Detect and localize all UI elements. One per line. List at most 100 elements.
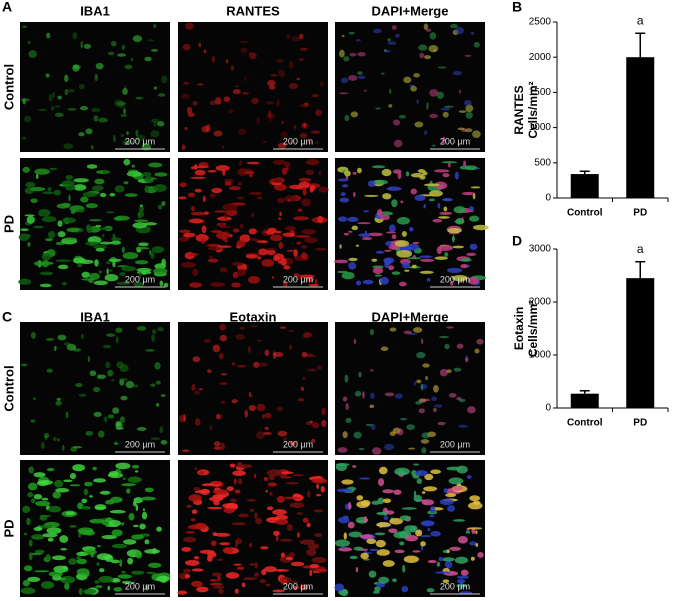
stain	[341, 34, 345, 38]
stain	[135, 96, 144, 100]
stain	[72, 464, 86, 472]
stain	[302, 332, 313, 338]
y-tick-label: 0	[545, 193, 551, 204]
stain	[389, 518, 403, 525]
stain	[293, 272, 300, 277]
stain	[237, 168, 248, 176]
stain	[337, 178, 349, 182]
stain	[464, 128, 473, 133]
stain	[61, 180, 76, 187]
stain	[297, 532, 300, 538]
stain	[306, 522, 311, 528]
stain	[458, 89, 462, 94]
stain	[183, 232, 196, 238]
stain	[264, 426, 269, 430]
stain	[380, 214, 390, 221]
stain	[470, 556, 475, 561]
stain	[18, 278, 32, 285]
stain	[291, 580, 299, 583]
stain	[23, 532, 28, 536]
stain	[456, 583, 467, 588]
stain	[39, 271, 54, 276]
stain	[279, 211, 282, 217]
stain	[264, 247, 277, 251]
stain	[432, 407, 437, 413]
stain	[139, 271, 142, 279]
stain	[249, 174, 254, 177]
stain	[265, 101, 275, 105]
stain	[159, 426, 164, 434]
stain	[254, 572, 259, 578]
stain	[374, 532, 386, 536]
stain	[136, 427, 147, 431]
stain	[416, 379, 422, 384]
stain	[191, 568, 204, 572]
stain	[384, 260, 389, 269]
stain	[143, 222, 157, 226]
stain	[256, 117, 260, 125]
stain	[38, 480, 53, 485]
stain	[107, 51, 115, 56]
stain	[310, 130, 321, 134]
stain	[348, 257, 358, 262]
stain	[188, 252, 199, 256]
stain	[436, 91, 444, 99]
stain	[122, 477, 127, 480]
stain	[41, 260, 50, 268]
stain	[21, 25, 28, 29]
stain	[419, 258, 435, 263]
stain	[282, 232, 296, 237]
stain	[194, 418, 201, 426]
stain	[150, 130, 160, 138]
stain	[456, 575, 469, 579]
stain	[358, 447, 365, 451]
stain	[279, 538, 293, 542]
stain	[407, 257, 422, 260]
stain	[385, 231, 397, 234]
stain	[315, 109, 323, 117]
stain	[311, 422, 320, 429]
stain	[108, 470, 119, 477]
stain	[201, 483, 214, 487]
stain	[444, 343, 450, 350]
stain	[210, 230, 223, 234]
stain	[278, 69, 285, 78]
scale-bar-label: 200 µm	[440, 136, 470, 146]
stain	[184, 126, 188, 131]
stain	[404, 534, 419, 542]
stain	[372, 590, 380, 594]
stain	[207, 170, 217, 173]
micrograph	[18, 158, 170, 290]
annotation: a	[637, 13, 644, 27]
stain	[191, 580, 203, 587]
stain	[144, 56, 152, 62]
row-label: PD	[1, 215, 16, 233]
stain	[101, 535, 117, 540]
stain	[376, 522, 391, 528]
stain	[261, 259, 275, 267]
stain	[334, 583, 345, 592]
stain	[231, 399, 238, 404]
stain	[73, 184, 87, 191]
stain	[222, 203, 238, 211]
stain	[344, 114, 350, 122]
stain	[150, 437, 161, 440]
stain	[160, 440, 168, 445]
stain	[348, 531, 363, 538]
stain	[441, 107, 450, 111]
scale-bar-label: 200 µm	[440, 581, 470, 591]
stain	[98, 270, 103, 274]
stain	[405, 243, 420, 251]
stain	[89, 272, 100, 280]
stain	[188, 218, 204, 224]
stain	[181, 261, 197, 268]
panel-letter: A	[2, 0, 12, 15]
stain	[84, 549, 97, 555]
stain	[128, 513, 135, 521]
stain	[144, 539, 150, 545]
stain	[241, 582, 246, 588]
stain	[110, 240, 122, 245]
stain	[263, 476, 269, 482]
stain	[422, 363, 430, 368]
stain	[190, 518, 196, 522]
